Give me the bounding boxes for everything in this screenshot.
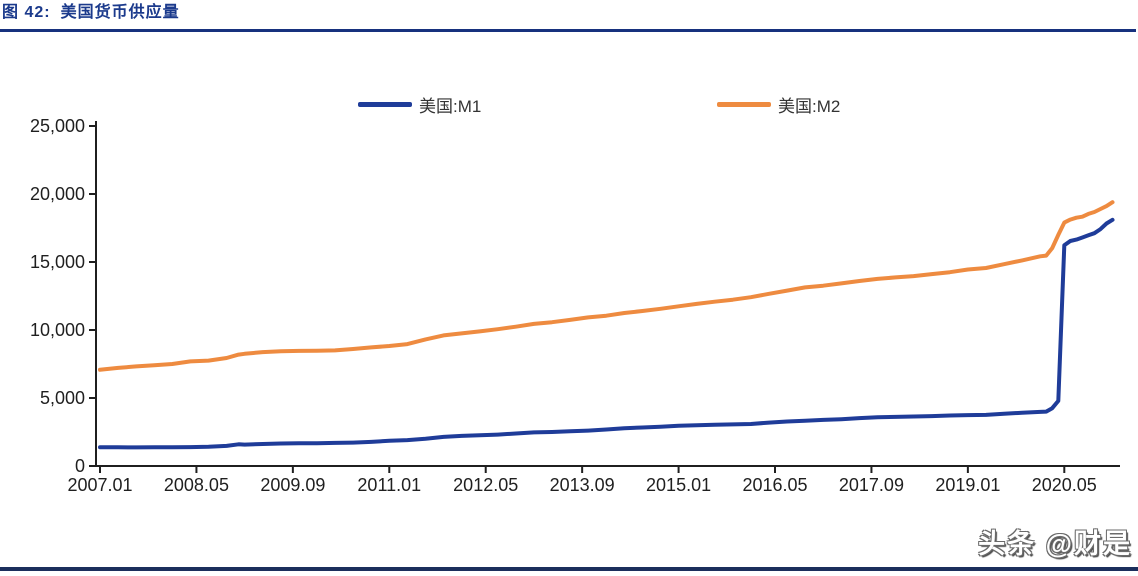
legend-item-m2: 美国:M2 bbox=[717, 95, 840, 116]
y-axis: 0 5,000 10,000 15,000 20,000 25,000 bbox=[30, 116, 1120, 476]
m1-legend-swatch bbox=[358, 101, 412, 107]
x-axis: 2007.01 2008.05 2009.09 2011.01 2012.05 2013.… bbox=[67, 466, 1097, 495]
y-axis-tick-label: 0 bbox=[75, 456, 85, 476]
legend-item-m1: 美国:M1 bbox=[358, 95, 481, 116]
m2-legend-label: 美国:M2 bbox=[778, 96, 841, 116]
m1-series-line bbox=[98, 217, 1115, 450]
figure-number-label: 图 42: bbox=[2, 4, 51, 21]
figure-header: 图 42: 美国货币供应量 bbox=[0, 0, 1136, 32]
x-axis-tick-label: 2017.09 bbox=[839, 475, 904, 495]
x-axis-tick-label: 2012.05 bbox=[453, 475, 518, 495]
x-axis-tick-label: 2011.01 bbox=[357, 475, 421, 495]
m2-series-line bbox=[98, 200, 1115, 372]
watermark: 头条 @财是 bbox=[978, 529, 1132, 559]
x-axis-tick-label: 2009.09 bbox=[260, 475, 325, 495]
y-axis-tick-label: 15,000 bbox=[30, 252, 85, 272]
x-axis-tick-label: 2020.05 bbox=[1032, 475, 1097, 495]
y-axis-tick-label: 25,000 bbox=[30, 116, 85, 136]
y-axis-tick-label: 10,000 bbox=[30, 320, 85, 340]
m1-legend-label: 美国:M1 bbox=[419, 96, 482, 116]
x-axis-tick-label: 2019.01 bbox=[935, 475, 1000, 495]
x-axis-tick-label: 2007.01 bbox=[67, 475, 132, 495]
x-axis-tick-label: 2016.05 bbox=[742, 475, 807, 495]
x-axis-tick-label: 2013.09 bbox=[550, 475, 615, 495]
m2-legend-swatch bbox=[717, 101, 771, 107]
x-axis-tick-label: 2015.01 bbox=[646, 475, 711, 495]
y-axis-tick-label: 5,000 bbox=[40, 388, 85, 408]
bottom-divider-bar bbox=[0, 567, 1138, 571]
y-axis-tick-label: 20,000 bbox=[30, 184, 85, 204]
figure-title: 美国货币供应量 bbox=[60, 4, 180, 21]
x-axis-tick-label: 2008.05 bbox=[164, 475, 229, 495]
